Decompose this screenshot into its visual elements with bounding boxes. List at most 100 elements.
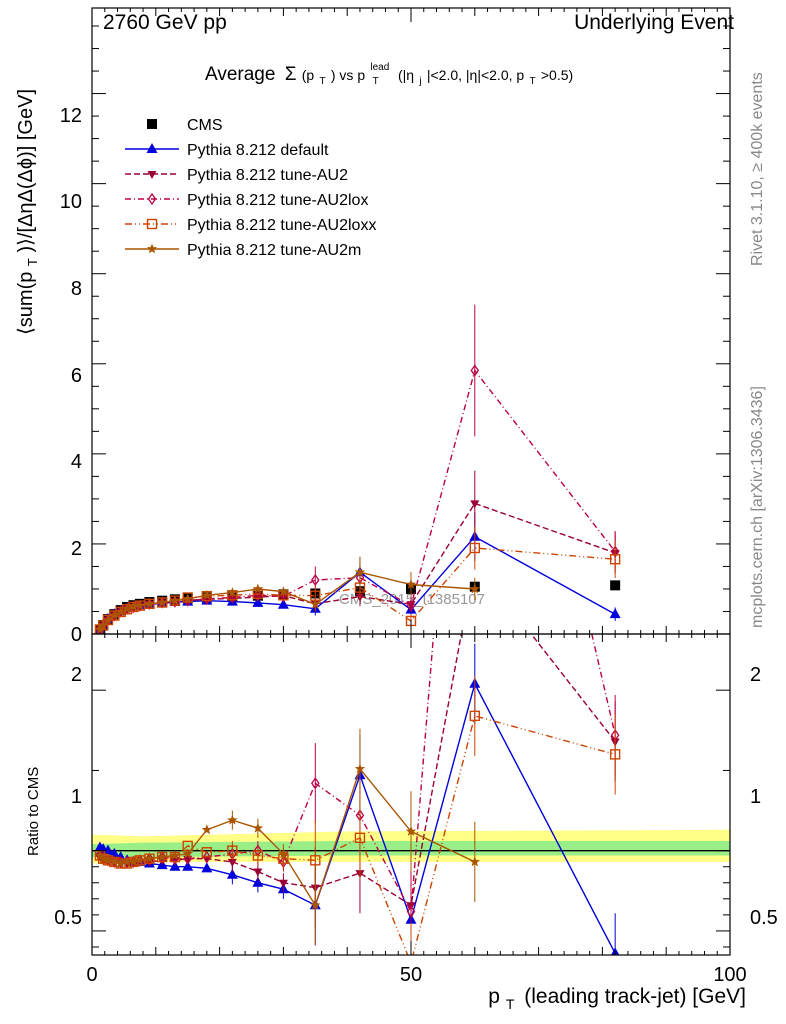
ratio-data-point [469, 856, 480, 867]
x-label-p: p [488, 985, 500, 1008]
y-ratio-tick-label: 0.5 [54, 907, 82, 929]
y-label-sub: T [25, 258, 40, 266]
data-point [469, 542, 480, 554]
title-cuts2: |<2.0, |η|<2.0, p [427, 67, 525, 83]
ratio-data-point [144, 853, 155, 864]
ratio-data-point [128, 856, 139, 867]
data-point [354, 566, 366, 577]
ratio-data-point [169, 850, 181, 860]
legend-marker [146, 218, 158, 230]
ratio-data-point [102, 854, 114, 865]
data-point [134, 600, 146, 611]
y-main-tick-label: 12 [60, 105, 82, 127]
series-ratio-line [99, 681, 616, 954]
legend-marker [147, 171, 157, 179]
title-sigma: Σ [285, 64, 297, 85]
legend-marker [146, 143, 158, 153]
y-ratio-tick-label: 2 [71, 664, 82, 686]
data-point [128, 601, 139, 612]
legend-label: Pythia 8.212 default [187, 142, 329, 159]
title-sup-lead: lead [370, 62, 389, 73]
data-point [405, 579, 417, 589]
data-point [182, 593, 193, 604]
header-left-label: 2760 GeV pp [103, 11, 227, 34]
series-line [99, 502, 616, 630]
y-axis-main-label: ⟨sum(p T )⟩/[ΔηΔ(Δϕ)] [GeV] [15, 89, 42, 335]
main-panel [91, 7, 731, 635]
rivet-label: Rivet 3.1.10, ≥ 400k events [749, 72, 766, 266]
data-point [277, 598, 289, 609]
data-point [97, 619, 109, 630]
data-point [156, 597, 168, 607]
y-main-tick-label: 4 [71, 451, 82, 473]
y-ratio-tick-label-right: 0.5 [750, 907, 778, 929]
data-point [102, 614, 114, 625]
legend-label: Pythia 8.212 tune-AU2m [187, 242, 361, 259]
data-point [169, 595, 181, 606]
legend-marker [147, 192, 157, 206]
ratio-data-point [97, 853, 109, 864]
y-main-tick-label: 6 [71, 365, 82, 387]
ratio-data-point [156, 851, 168, 862]
y-main-tick-label: 8 [71, 278, 82, 300]
ratio-data-point [109, 856, 120, 867]
ratio-data-point [182, 848, 193, 859]
legend-label: Pythia 8.212 tune-AU2lox [187, 192, 368, 209]
x-tick-label: 50 [400, 964, 422, 986]
title-sub-t2: T [373, 76, 379, 87]
ratio-data-point [278, 879, 288, 888]
data-point [227, 587, 238, 597]
data-point [609, 554, 621, 565]
y-main-tick-label: 10 [60, 191, 82, 213]
title-vs: ) vs p [331, 67, 365, 83]
data-point [311, 573, 320, 587]
mcplots-label: mcplots.cern.ch [arXiv:1306.3436] [749, 386, 766, 628]
ratio-panel [91, 8, 731, 956]
data-point [278, 586, 289, 597]
legend: CMS Pythia 8.212 default Pythia 8.212 tune… [125, 117, 376, 259]
data-point [609, 608, 621, 619]
data-point [121, 603, 133, 614]
ratio-data-point [469, 710, 480, 722]
data-point [144, 598, 155, 609]
y-main-tick-label: 0 [71, 624, 82, 646]
ratio-data-point [253, 868, 263, 877]
ratio-data-point [252, 876, 264, 887]
ratio-data-point [354, 832, 366, 844]
data-point [310, 598, 321, 609]
ratio-data-point [405, 825, 417, 836]
title-sub-t3: T [529, 76, 535, 87]
title-sub-t: T [319, 76, 325, 87]
ratio-data-point [227, 814, 238, 825]
ratio-data-point [94, 850, 106, 860]
ratio-data-point [278, 848, 289, 859]
y-ratio-tick-label-right: 2 [750, 664, 761, 686]
ratio-data-point [134, 854, 146, 865]
data-point [470, 364, 480, 377]
ratio-data-point [252, 822, 264, 833]
x-label-rest: (leading track-jet) [GeV] [524, 985, 746, 1008]
header-right-label: Underlying Event [574, 11, 734, 34]
title-average: Average [205, 64, 275, 85]
legend-label: Pythia 8.212 tune-AU2loxx [187, 217, 376, 234]
x-axis-label: p T (leading track-jet) [GeV] [488, 985, 746, 1014]
title-rest: (p [302, 67, 315, 83]
data-point [109, 610, 120, 620]
ratio-data-point [201, 847, 213, 858]
title-sub-j: j [418, 76, 421, 87]
y-main-tick-label: 2 [71, 538, 82, 560]
y-label-part2: )⟩/[ΔηΔ(Δϕ)] [GeV] [15, 89, 37, 253]
main-series-group [94, 304, 621, 634]
ratio-data-point [121, 856, 133, 867]
ratio-data-point [102, 844, 114, 855]
data-point [469, 583, 480, 594]
data-point [201, 589, 213, 600]
ratio-data-point [115, 858, 126, 868]
ratio-data-point [354, 763, 366, 774]
ratio-data-point [311, 777, 320, 790]
ratio-data-point [202, 850, 212, 864]
title-cuts3: >0.5) [541, 67, 573, 83]
legend-marker [146, 243, 158, 254]
x-tick-label: 0 [86, 964, 97, 986]
